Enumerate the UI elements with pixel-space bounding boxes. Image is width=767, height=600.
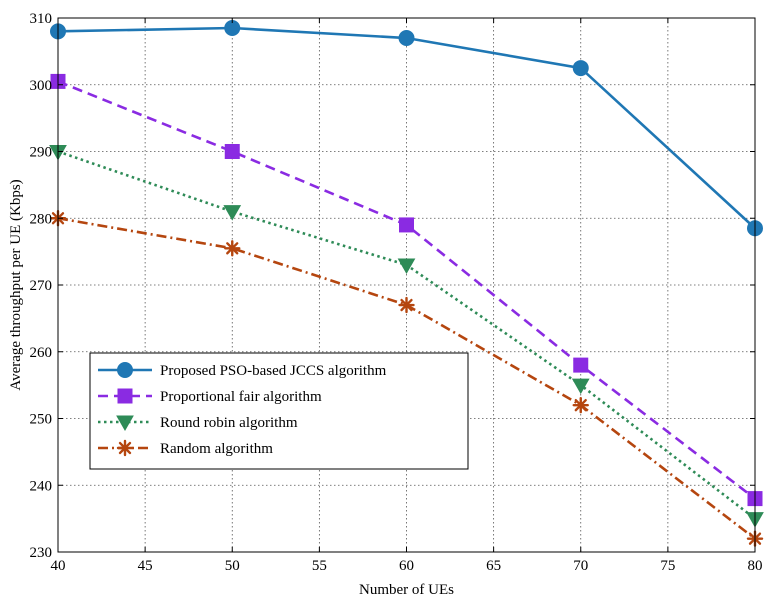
x-tick-label: 45 bbox=[138, 558, 153, 574]
x-tick-label: 55 bbox=[312, 558, 327, 574]
legend: Proposed PSO-based JCCS algorithm Proport… bbox=[89, 352, 469, 470]
x-tick-label: 75 bbox=[660, 558, 675, 574]
x-tick-label: 70 bbox=[573, 558, 588, 574]
legend-box bbox=[89, 352, 469, 470]
marker-asterisk bbox=[398, 296, 415, 314]
marker-asterisk bbox=[224, 240, 241, 257]
y-tick-label: 240 bbox=[30, 478, 53, 494]
x-tick-label: 80 bbox=[748, 558, 763, 574]
marker-square bbox=[399, 217, 414, 233]
marker-square bbox=[224, 144, 240, 159]
marker-triangle bbox=[571, 378, 590, 395]
marker-triangle bbox=[397, 258, 416, 274]
marker-circle bbox=[572, 60, 589, 77]
legend-label: Random algorithm bbox=[160, 441, 273, 457]
x-tick-label: 60 bbox=[399, 558, 414, 574]
x-axis-title: Number of UEs bbox=[359, 582, 454, 598]
y-tick-label: 270 bbox=[30, 278, 53, 294]
y-axis-title: Average throughput per UE (Kbps) bbox=[8, 179, 24, 390]
axis-ticks: 40 45 50 55 60 65 70 75 80 230 240 250 260 270 280 290 3… bbox=[30, 11, 763, 574]
y-tick-label: 260 bbox=[30, 345, 53, 361]
marker-circle bbox=[117, 362, 133, 378]
legend-label: Proposed PSO-based JCCS algorithm bbox=[160, 363, 387, 379]
marker-triangle bbox=[223, 205, 242, 221]
y-tick-label: 280 bbox=[30, 211, 53, 227]
y-tick-label: 290 bbox=[30, 145, 53, 161]
marker-triangle bbox=[116, 415, 134, 432]
marker-square bbox=[573, 357, 589, 373]
legend-label: Round robin algorithm bbox=[160, 415, 298, 431]
marker-asterisk bbox=[572, 396, 589, 414]
y-tick-label: 310 bbox=[30, 11, 53, 27]
series-layer bbox=[49, 20, 764, 547]
x-tick-label: 50 bbox=[225, 558, 240, 574]
y-tick-label: 250 bbox=[30, 412, 53, 428]
legend-label: Proportional fair algorithm bbox=[160, 389, 322, 405]
marker-circle bbox=[398, 30, 415, 47]
marker-square bbox=[117, 388, 133, 404]
x-tick-label: 40 bbox=[51, 558, 66, 574]
grid-lines bbox=[57, 17, 756, 553]
marker-asterisk bbox=[116, 439, 134, 457]
x-tick-label: 65 bbox=[486, 558, 501, 574]
y-tick-label: 300 bbox=[30, 78, 53, 94]
y-tick-label: 230 bbox=[30, 545, 53, 561]
